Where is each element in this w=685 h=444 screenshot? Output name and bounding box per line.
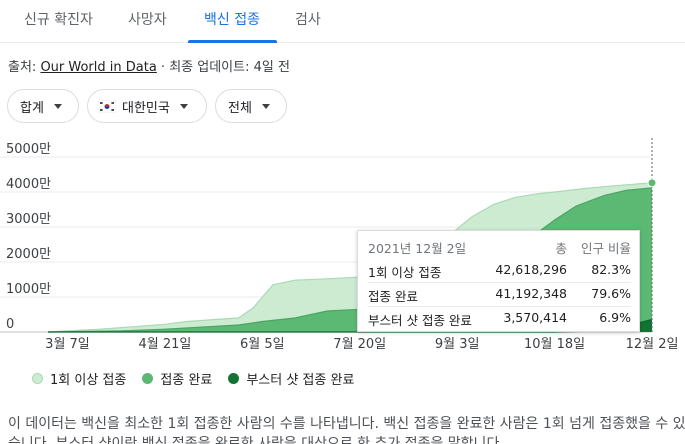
- legend-item-first-dose[interactable]: 1회 이상 접종: [32, 369, 126, 388]
- metric-dropdown-label: 합계: [20, 100, 44, 116]
- tooltip-col-pct: 인구 비율: [581, 241, 631, 256]
- x-tick-label: 10월 18일: [524, 337, 585, 352]
- y-tick-label: 4000만: [6, 177, 51, 192]
- y-tick-label: 0: [6, 317, 14, 332]
- tab-bar: 신규 확진자 사망자 백신 접종 검사: [0, 0, 685, 43]
- metric-dropdown[interactable]: 합계: [7, 89, 79, 123]
- tooltip-row: 접종 완료 41,192,348 79.6%: [368, 286, 631, 306]
- tab-testing[interactable]: 검사: [295, 12, 321, 28]
- tab-vaccination[interactable]: 백신 접종: [204, 12, 260, 28]
- korea-flag-icon: [98, 99, 116, 113]
- tooltip-row-total: 42,618,296: [495, 262, 567, 277]
- x-tick-label: 3월 7일: [45, 337, 90, 352]
- y-tick-label: 5000만: [6, 142, 51, 157]
- tooltip-row-pct: 6.9%: [599, 310, 631, 325]
- x-tick-label: 9월 3일: [435, 337, 480, 352]
- legend-swatch: [228, 373, 240, 384]
- x-tick-label: 6월 5일: [240, 337, 285, 352]
- tab-new-cases[interactable]: 신규 확진자: [24, 12, 93, 28]
- country-dropdown[interactable]: 대한민국: [87, 89, 207, 123]
- tooltip-row-label: 접종 완료: [368, 289, 418, 304]
- legend-label: 1회 이상 접종: [50, 373, 127, 388]
- tooltip-row-label: 1회 이상 접종: [368, 265, 442, 280]
- tooltip-divider: [368, 306, 631, 307]
- country-dropdown-label: 대한민국: [122, 100, 170, 116]
- tooltip-row: 1회 이상 접종 42,618,296 82.3%: [368, 262, 631, 282]
- y-tick-label: 1000만: [6, 282, 51, 297]
- population-dropdown[interactable]: 전체: [215, 89, 287, 123]
- tooltip-col-total: 총: [555, 241, 567, 256]
- active-tab-indicator: [188, 40, 277, 43]
- source-link[interactable]: Our World in Data: [40, 60, 157, 75]
- tooltip-row-label: 부스터 샷 접종 완료: [368, 313, 472, 328]
- tooltip-row: 부스터 샷 접종 완료 3,570,414 6.9%: [368, 310, 631, 330]
- legend-label: 접종 완료: [160, 373, 213, 388]
- tooltip-date: 2021년 12월 2일: [368, 241, 467, 256]
- y-tick-label: 3000만: [6, 212, 51, 227]
- tooltip-row-total: 3,570,414: [503, 310, 567, 325]
- legend-label: 부스터 샷 접종 완료: [246, 373, 355, 388]
- chevron-down-icon: [179, 103, 188, 109]
- x-tick-label: 4월 21일: [138, 337, 191, 352]
- tooltip-divider: [368, 282, 631, 283]
- chevron-down-icon: [53, 103, 62, 109]
- tab-deaths[interactable]: 사망자: [128, 12, 167, 28]
- legend-swatch: [142, 373, 154, 384]
- tooltip-row-pct: 82.3%: [591, 262, 631, 277]
- source-line: 출처: Our World in Data · 최종 업데이트: 4일 전: [8, 56, 290, 75]
- y-tick-label: 2000만: [6, 247, 51, 262]
- x-tick-label: 7월 20일: [333, 337, 386, 352]
- population-dropdown-label: 전체: [228, 100, 252, 116]
- legend-item-booster[interactable]: 부스터 샷 접종 완료: [228, 369, 354, 388]
- chart-legend: 1회 이상 접종 접종 완료 부스터 샷 접종 완료: [32, 369, 370, 388]
- tooltip-row-total: 41,192,348: [495, 286, 567, 301]
- legend-item-fully-vaccinated[interactable]: 접종 완료: [142, 369, 212, 388]
- chart-tooltip: 2021년 12월 2일 총 인구 비율 1회 이상 접종 42,618,296…: [357, 230, 640, 332]
- x-tick-label: 12월 2일: [626, 337, 679, 352]
- source-prefix: 출처:: [8, 60, 41, 75]
- legend-swatch: [32, 373, 43, 384]
- chevron-down-icon: [261, 103, 270, 109]
- chart-description: 이 데이터는 백신을 최소한 1회 접종한 사람의 수를 나타냅니다. 백신 접…: [8, 416, 685, 444]
- tooltip-header: 2021년 12월 2일 총 인구 비율: [368, 238, 631, 258]
- tooltip-row-pct: 79.6%: [591, 286, 631, 301]
- hover-marker: [647, 178, 657, 188]
- last-updated: · 최종 업데이트: 4일 전: [156, 60, 290, 75]
